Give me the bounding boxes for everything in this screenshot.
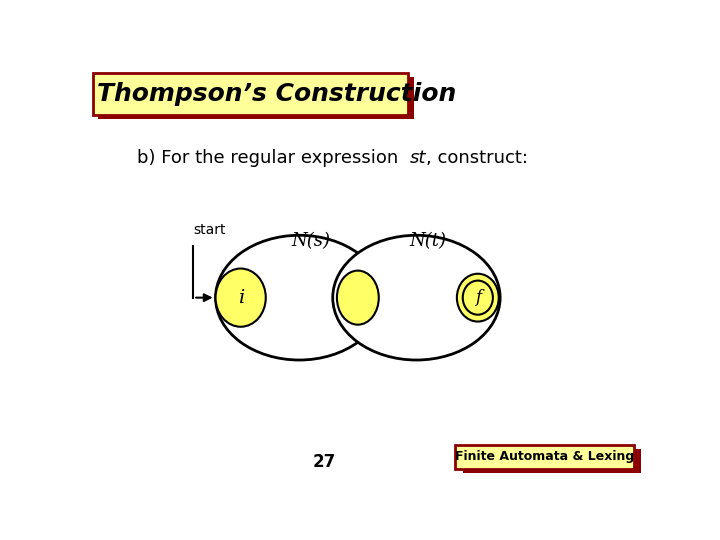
Text: b) For the regular expression: b) For the regular expression bbox=[138, 150, 405, 167]
Text: Thompson’s Construction: Thompson’s Construction bbox=[96, 82, 456, 106]
Ellipse shape bbox=[333, 235, 500, 360]
FancyBboxPatch shape bbox=[456, 445, 634, 469]
Text: N(t): N(t) bbox=[409, 232, 446, 250]
Ellipse shape bbox=[457, 274, 499, 321]
Text: i: i bbox=[238, 289, 244, 307]
Ellipse shape bbox=[215, 268, 266, 327]
FancyBboxPatch shape bbox=[93, 73, 408, 114]
Text: Finite Automata & Lexing: Finite Automata & Lexing bbox=[455, 450, 634, 463]
Text: st: st bbox=[410, 150, 427, 167]
Text: 27: 27 bbox=[312, 453, 336, 471]
Ellipse shape bbox=[337, 271, 379, 325]
FancyBboxPatch shape bbox=[463, 449, 642, 473]
FancyBboxPatch shape bbox=[99, 77, 413, 119]
Text: N(s): N(s) bbox=[291, 232, 330, 250]
Text: f: f bbox=[474, 289, 481, 306]
Ellipse shape bbox=[215, 235, 383, 360]
Text: start: start bbox=[193, 224, 226, 238]
Ellipse shape bbox=[463, 281, 493, 315]
Text: , construct:: , construct: bbox=[426, 150, 528, 167]
